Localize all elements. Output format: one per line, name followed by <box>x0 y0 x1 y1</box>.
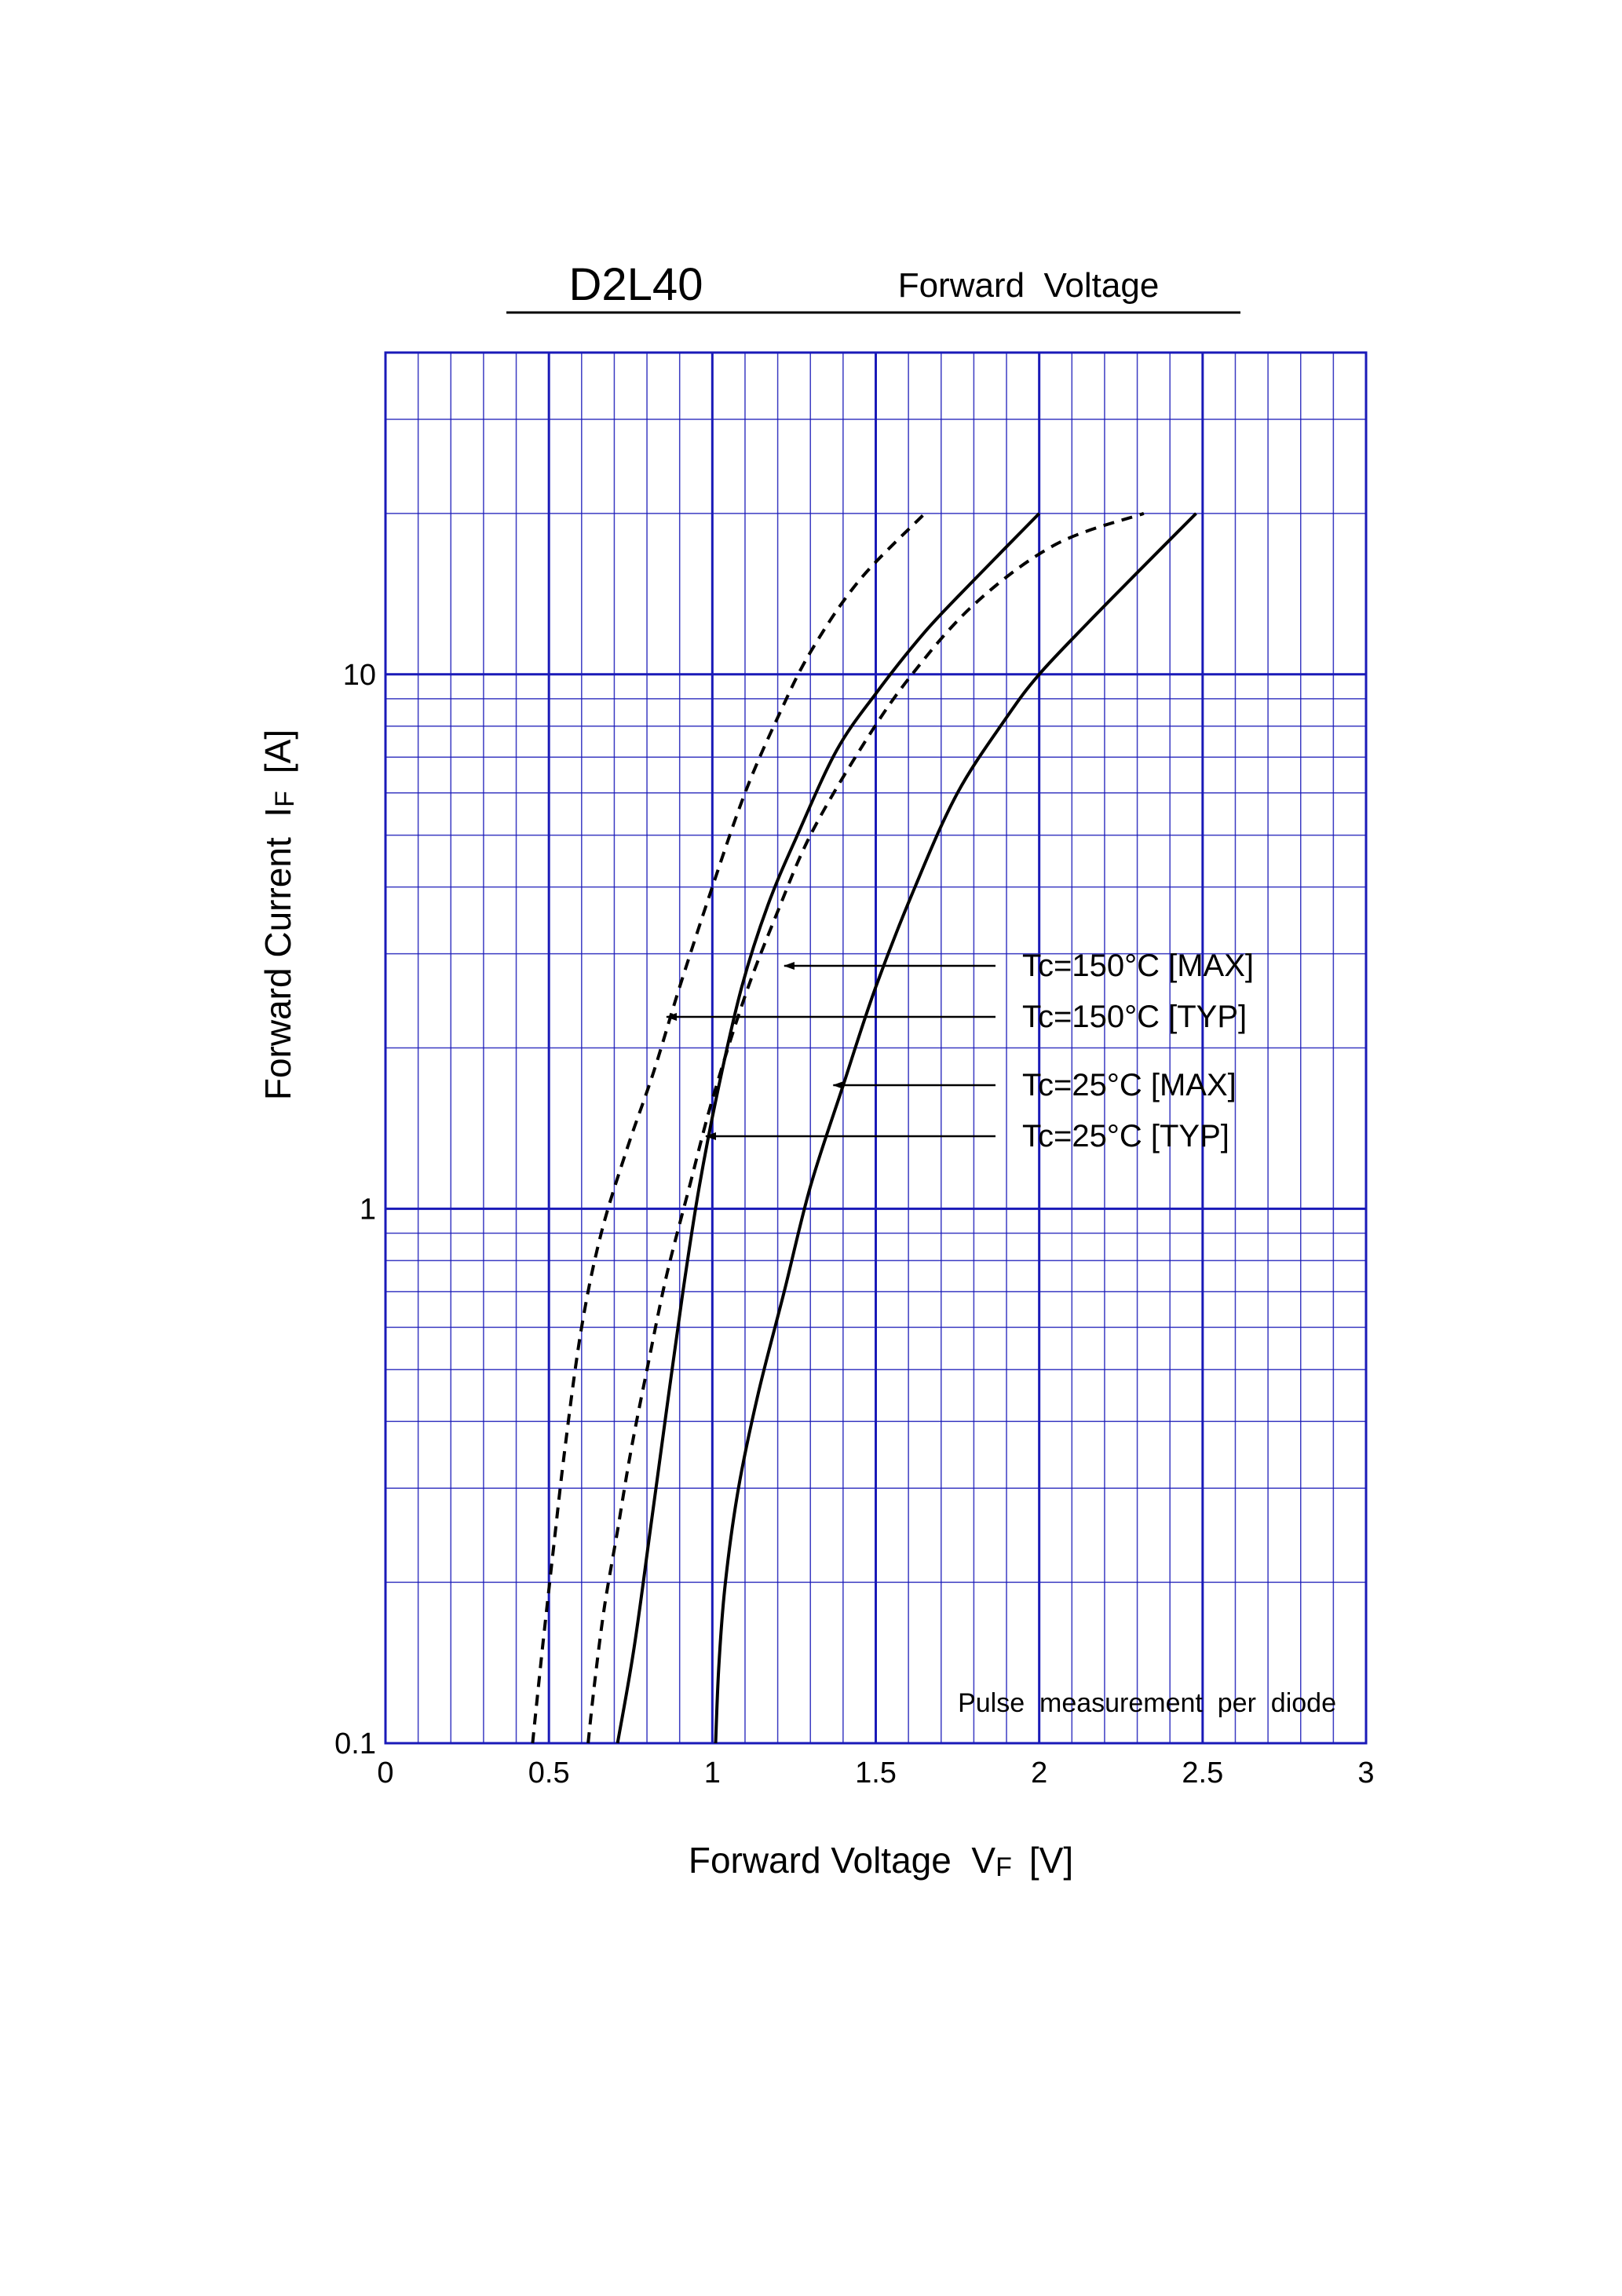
part-number-title: D2L40 <box>569 259 703 310</box>
x-axis-label-main: Forward Voltage V <box>689 1840 996 1881</box>
x-axis-label: Forward Voltage VF [V] <box>689 1840 1073 1882</box>
x-tick-label: 0 <box>377 1757 393 1790</box>
tick-labels: 0 0.5 1 1.5 2 2.5 3 0.1 1 10 <box>334 659 1374 1790</box>
x-axis-label-unit: [V] <box>1029 1840 1073 1881</box>
series-line <box>714 512 1197 1744</box>
y-tick-label: 1 <box>360 1193 376 1226</box>
y-tick-label: 0.1 <box>334 1727 376 1760</box>
series-line <box>586 512 1145 1744</box>
legend-label: Tc=150°C [MAX] <box>1022 949 1254 983</box>
y-axis-label: Forward Current IF [A] <box>258 729 300 1100</box>
series-line <box>531 512 926 1744</box>
y-axis-label-unit: [A] <box>258 729 298 773</box>
x-tick-label: 0.5 <box>528 1757 570 1790</box>
legend: Tc=150°C [MAX] Tc=150°C [TYP] Tc=25°C [MAX… <box>666 949 1254 1153</box>
chart-subtitle: Forward Voltage <box>898 266 1160 305</box>
x-tick-label: 2 <box>1031 1757 1047 1790</box>
pulse-measurement-note: Pulse measurement per diode <box>958 1688 1336 1718</box>
legend-label: Tc=150°C [TYP] <box>1022 1000 1247 1034</box>
x-axis-label-sub: F <box>995 1852 1012 1882</box>
x-tick-label: 1.5 <box>855 1757 897 1790</box>
y-axis-label-main: Forward Current I <box>258 807 298 1100</box>
x-tick-label: 1 <box>704 1757 721 1790</box>
plot-frame <box>384 351 1368 1745</box>
legend-label: Tc=25°C [MAX] <box>1022 1068 1237 1102</box>
curves <box>531 512 1197 1744</box>
y-axis-label-sub: F <box>270 791 300 807</box>
legend-label: Tc=25°C [TYP] <box>1022 1119 1229 1153</box>
series-line <box>616 512 1041 1744</box>
x-tick-label: 3 <box>1357 1757 1374 1790</box>
grid <box>384 351 1368 1745</box>
y-tick-label: 10 <box>343 659 376 692</box>
x-tick-label: 2.5 <box>1182 1757 1223 1790</box>
